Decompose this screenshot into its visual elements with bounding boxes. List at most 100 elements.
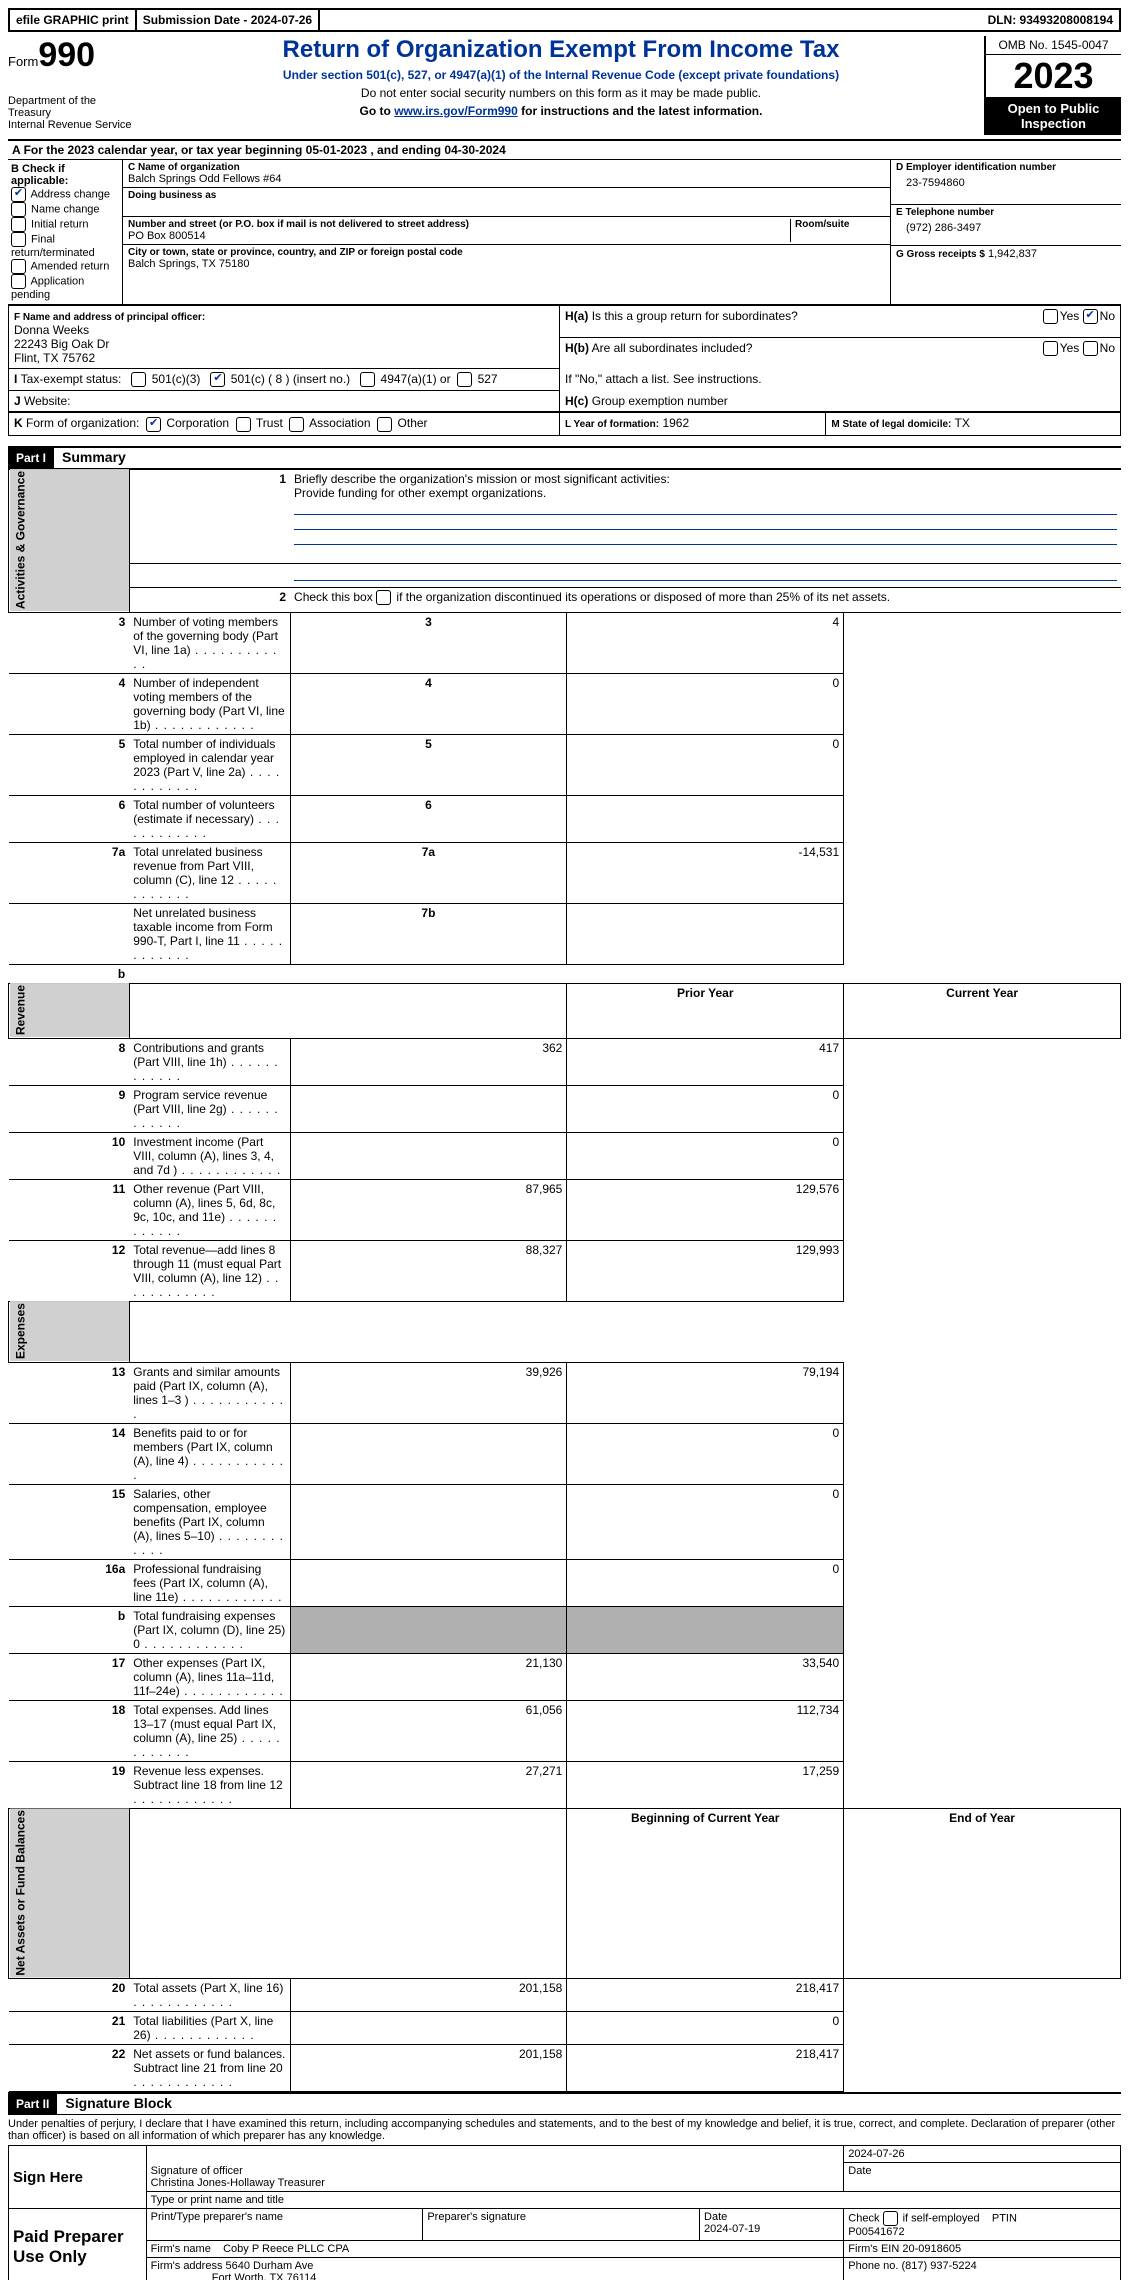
sig-officer-lbl: Signature of officer bbox=[151, 2165, 243, 2177]
part1-header: Part I bbox=[8, 448, 54, 468]
hc-text: Group exemption number bbox=[592, 394, 728, 408]
prep-sig-lbl: Preparer's signature bbox=[423, 2208, 700, 2240]
b-checkbox-3[interactable] bbox=[11, 232, 26, 247]
form-title: Return of Organization Exempt From Incom… bbox=[138, 36, 984, 64]
f-lbl: F Name and address of principal officer: bbox=[14, 312, 205, 323]
subtitle-1: Under section 501(c), 527, or 4947(a)(1)… bbox=[138, 68, 984, 82]
room-lbl: Room/suite bbox=[795, 219, 885, 230]
section-a-period: A For the 2023 calendar year, or tax yea… bbox=[8, 141, 1121, 160]
form-number: 990 bbox=[38, 36, 95, 74]
goto-suffix: for instructions and the latest informat… bbox=[518, 104, 763, 118]
firm-name: Coby P Reece PLLC CPA bbox=[223, 2243, 349, 2255]
tab-netassets: Net Assets or Fund Balances bbox=[9, 1808, 130, 1979]
paid-preparer-label: Paid Preparer Use Only bbox=[9, 2208, 147, 2280]
part2-title: Signature Block bbox=[57, 2095, 172, 2111]
prep-name-lbl: Print/Type preparer's name bbox=[146, 2208, 423, 2240]
phone-value: (972) 286-3497 bbox=[896, 218, 1116, 234]
section-klm: K Form of organization: ✔ Corporation Tr… bbox=[8, 412, 1121, 435]
tab-expenses: Expenses bbox=[9, 1301, 130, 1362]
prep-date: 2024-07-19 bbox=[704, 2223, 760, 2235]
irs-link[interactable]: www.irs.gov/Form990 bbox=[394, 104, 518, 118]
b-checkbox-5[interactable] bbox=[11, 274, 26, 289]
i-501c-checkbox[interactable]: ✔ bbox=[210, 372, 225, 387]
b-checkbox-0[interactable]: ✔ bbox=[11, 187, 26, 202]
irs-label: Internal Revenue Service bbox=[8, 119, 138, 131]
omb-number: OMB No. 1545-0047 bbox=[986, 36, 1121, 55]
b-checkbox-1[interactable] bbox=[11, 202, 26, 217]
l-lbl: L Year of formation: bbox=[565, 419, 659, 430]
addr-lbl: Number and street (or P.O. box if mail i… bbox=[128, 219, 790, 230]
section-fhij: F Name and address of principal officer:… bbox=[8, 305, 1121, 412]
form-header: Form990 Department of the Treasury Inter… bbox=[8, 32, 1121, 141]
ha-text: Is this a group return for subordinates? bbox=[592, 309, 798, 323]
year-formed: 1962 bbox=[662, 416, 689, 430]
i-527-checkbox[interactable] bbox=[457, 372, 472, 387]
sig-date1: 2024-07-26 bbox=[844, 2146, 1121, 2163]
k-corp-checkbox[interactable]: ✔ bbox=[146, 417, 161, 432]
subtitle-2: Do not enter social security numbers on … bbox=[138, 86, 984, 100]
officer-addr2: Flint, TX 75762 bbox=[14, 351, 95, 365]
h-note: If "No," attach a list. See instructions… bbox=[560, 369, 1121, 391]
ein-value: 23-7594860 bbox=[896, 173, 1116, 189]
line2-checkbox[interactable] bbox=[376, 590, 391, 605]
col-end-year: End of Year bbox=[844, 1808, 1121, 1979]
officer-sig: Christina Jones-Hollaway Treasurer bbox=[151, 2177, 325, 2189]
signature-table: Sign Here 2024-07-26 Signature of office… bbox=[8, 2145, 1121, 2280]
part2-header: Part II bbox=[8, 2094, 57, 2114]
b-header: B Check if applicable: bbox=[11, 163, 119, 187]
section-bcde: B Check if applicable: ✔ Address change … bbox=[8, 160, 1121, 305]
c-name-lbl: C Name of organization bbox=[128, 162, 885, 173]
g-gross-lbl: G Gross receipts $ bbox=[896, 249, 985, 260]
perjury-declaration: Under penalties of perjury, I declare th… bbox=[8, 2115, 1121, 2145]
hb-no-checkbox[interactable] bbox=[1083, 341, 1098, 356]
ha-no-checkbox[interactable]: ✔ bbox=[1083, 309, 1098, 324]
hb-text: Are all subordinates included? bbox=[592, 341, 753, 355]
submission-date: Submission Date - 2024-07-26 bbox=[137, 10, 320, 30]
org-address: PO Box 800514 bbox=[128, 230, 790, 242]
officer-name: Donna Weeks bbox=[14, 323, 89, 337]
b-checkbox-2[interactable] bbox=[11, 217, 26, 232]
domicile: TX bbox=[955, 416, 970, 430]
summary-table: Activities & Governance 1Briefly describ… bbox=[8, 469, 1121, 2093]
b-checkbox-4[interactable] bbox=[11, 259, 26, 274]
date-lbl: Date bbox=[844, 2163, 1121, 2192]
col-begin-year: Beginning of Current Year bbox=[567, 1808, 844, 1979]
efile-label: efile GRAPHIC print bbox=[10, 10, 137, 30]
k-lbl: Form of organization: bbox=[26, 416, 139, 430]
form-word: Form bbox=[8, 54, 38, 69]
col-current-year: Current Year bbox=[844, 983, 1121, 1038]
firm-addr1: 5640 Durham Ave bbox=[226, 2260, 314, 2272]
goto-prefix: Go to bbox=[360, 104, 395, 118]
m-lbl: M State of legal domicile: bbox=[831, 419, 951, 430]
org-name: Balch Springs Odd Fellows #64 bbox=[128, 173, 885, 185]
line1-val: Provide funding for other exempt organiz… bbox=[294, 486, 546, 500]
gross-receipts: 1,942,837 bbox=[988, 248, 1037, 260]
dept-treasury: Department of the Treasury bbox=[8, 95, 138, 119]
dln: DLN: 93493208008194 bbox=[982, 10, 1119, 30]
org-city: Balch Springs, TX 75180 bbox=[128, 258, 885, 270]
ptin: P00541672 bbox=[848, 2226, 904, 2238]
sign-here-label: Sign Here bbox=[9, 2146, 147, 2209]
tax-year: 2023 bbox=[986, 55, 1121, 97]
j-website-lbl: Website: bbox=[24, 394, 70, 408]
hb-yes-checkbox[interactable] bbox=[1043, 341, 1058, 356]
k-assoc-checkbox[interactable] bbox=[289, 417, 304, 432]
k-other-checkbox[interactable] bbox=[377, 417, 392, 432]
part1-title: Summary bbox=[54, 449, 126, 465]
k-trust-checkbox[interactable] bbox=[236, 417, 251, 432]
ha-yes-checkbox[interactable] bbox=[1043, 309, 1058, 324]
i-lbl: Tax-exempt status: bbox=[21, 372, 122, 386]
city-lbl: City or town, state or province, country… bbox=[128, 247, 885, 258]
firm-phone: (817) 937-5224 bbox=[902, 2260, 977, 2272]
self-emp-checkbox[interactable] bbox=[883, 2211, 898, 2226]
tab-governance: Activities & Governance bbox=[9, 469, 130, 612]
type-name-lbl: Type or print name and title bbox=[146, 2191, 1120, 2208]
firm-addr2: Fort Worth, TX 76114 bbox=[212, 2272, 317, 2280]
line1-lbl: Briefly describe the organization's miss… bbox=[294, 472, 670, 486]
i-501c3-checkbox[interactable] bbox=[131, 372, 146, 387]
col-prior-year: Prior Year bbox=[567, 983, 844, 1038]
officer-addr1: 22243 Big Oak Dr bbox=[14, 337, 109, 351]
open-inspection: Open to Public Inspection bbox=[986, 97, 1121, 135]
i-4947-checkbox[interactable] bbox=[360, 372, 375, 387]
firm-ein: 20-0918605 bbox=[902, 2243, 961, 2255]
